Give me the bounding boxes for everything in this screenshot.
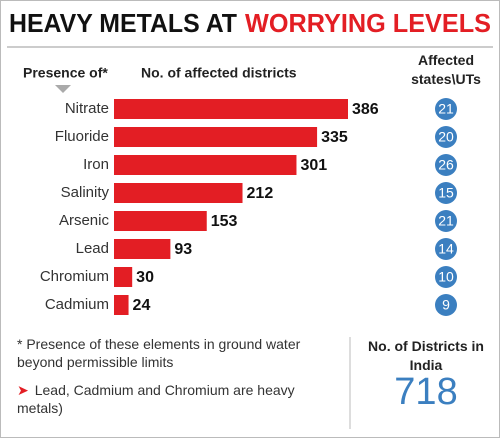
states-circle <box>435 210 457 232</box>
note-text: Lead, Cadmium and Chromium are heavy met… <box>17 382 295 416</box>
bar <box>114 155 297 175</box>
value-label: No. of affected districts <box>141 65 297 81</box>
states-value: 20 <box>438 129 454 145</box>
states-circle <box>435 294 457 316</box>
note: ➤ Lead, Cadmium and Chromium are heavy me… <box>17 381 317 417</box>
states-circle <box>435 238 457 260</box>
states-value: 21 <box>438 101 454 117</box>
bar <box>114 99 348 119</box>
states-circle <box>435 266 457 288</box>
category-label: Fluoride <box>55 128 109 145</box>
states-value: 9 <box>442 297 450 313</box>
category-label: Chromium <box>40 268 109 285</box>
bar <box>114 239 171 259</box>
states-value: 15 <box>438 185 454 201</box>
states-value: 10 <box>438 269 454 285</box>
states-value: 21 <box>438 213 454 229</box>
value-label: 24 <box>133 297 151 314</box>
states-circle <box>435 126 457 148</box>
value-label: 153 <box>211 213 238 230</box>
category-label: Salinity <box>61 184 110 201</box>
category-label: Iron <box>83 156 109 173</box>
states-circle <box>435 154 457 176</box>
states-circle <box>435 98 457 120</box>
states-value: 26 <box>438 157 454 173</box>
value-label: 93 <box>174 241 192 258</box>
category-label: Arsenic <box>59 212 110 229</box>
value-label: 212 <box>247 185 274 202</box>
chart-title-highlight: WORRYING LEVELS <box>245 8 491 38</box>
bar <box>114 127 318 147</box>
arrow-icon: ➤ <box>17 382 29 398</box>
states-circle <box>435 182 457 204</box>
states-value: 14 <box>438 241 454 257</box>
bar <box>114 211 207 231</box>
category-label: Cadmium <box>45 296 109 313</box>
bar <box>114 295 129 315</box>
category-label: Presence of* <box>23 65 108 81</box>
category-label: Nitrate <box>65 100 109 117</box>
value-label: 335 <box>321 129 348 146</box>
pointer <box>55 85 71 93</box>
bar <box>114 267 133 287</box>
states-label: Affected states\UTs <box>411 52 481 87</box>
value-label: 301 <box>300 157 327 174</box>
total-value: 718 <box>394 371 458 413</box>
bar <box>114 183 243 203</box>
category-label: Lead <box>76 240 109 257</box>
chart-title: HEAVY METALS AT <box>9 8 237 38</box>
value-label: 30 <box>136 269 154 286</box>
footnote: * Presence of these elements in ground w… <box>17 336 301 370</box>
total-label: No. of Districts in India <box>368 338 484 373</box>
value-label: 386 <box>352 101 379 118</box>
